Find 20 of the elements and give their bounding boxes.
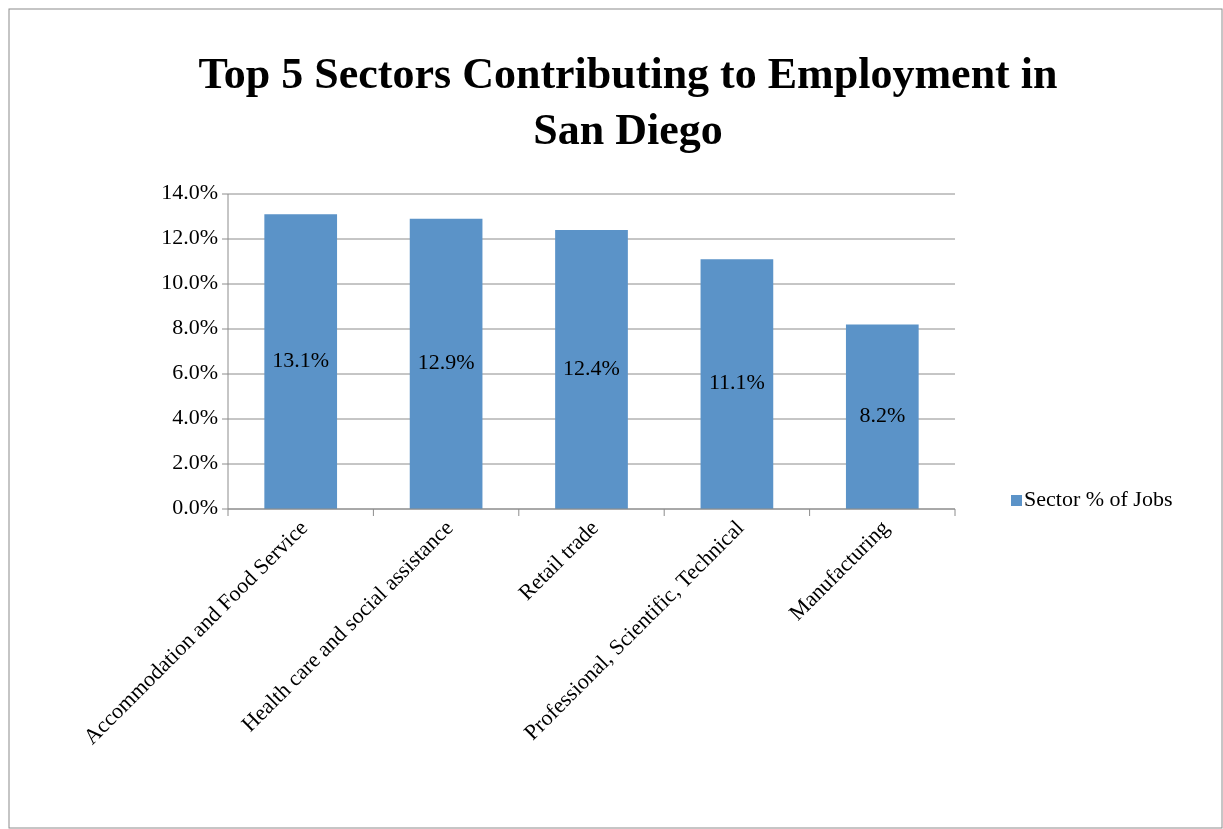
data-label: 11.1%	[708, 369, 765, 395]
y-tick-label: 8.0%	[172, 314, 218, 340]
y-tick-label: 10.0%	[161, 269, 218, 295]
data-label: 13.1%	[272, 346, 330, 372]
bar	[700, 259, 774, 509]
y-tick-label: 12.0%	[161, 224, 218, 250]
bar	[845, 324, 919, 509]
data-label: 12.9%	[417, 348, 475, 374]
bar	[264, 214, 338, 509]
data-label: 8.2%	[859, 401, 906, 427]
bar	[555, 230, 628, 509]
chart-title: Top 5 Sectors Contributing to Employment in San Diego	[198, 49, 1058, 154]
bar	[409, 218, 483, 509]
data-label: 12.4%	[563, 354, 620, 380]
y-tick-label: 6.0%	[172, 359, 218, 385]
y-tick-label: 0.0%	[172, 494, 218, 520]
y-tick-label: 2.0%	[172, 449, 218, 475]
y-tick-label: 14.0%	[161, 179, 218, 205]
y-tick-label: 4.0%	[172, 404, 218, 430]
legend-label: Sector % of Jobs	[1024, 486, 1173, 512]
